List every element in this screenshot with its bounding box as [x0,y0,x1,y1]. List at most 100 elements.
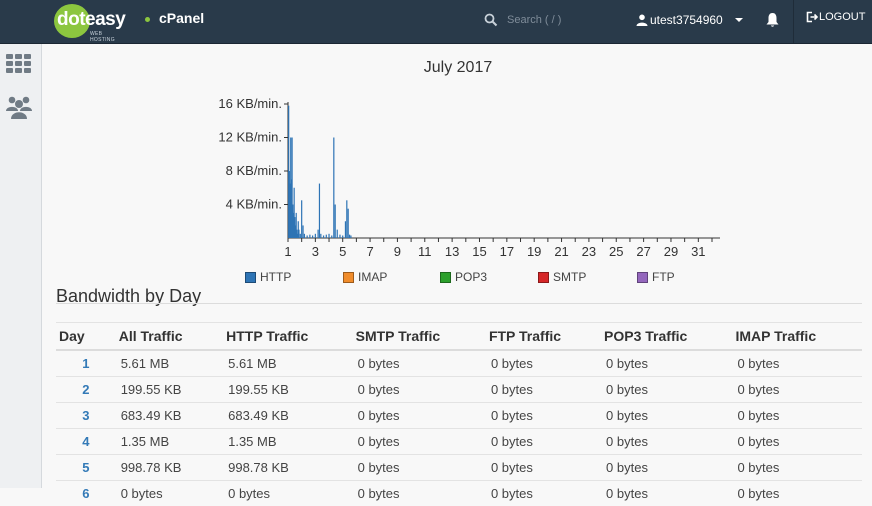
legend-swatch [637,272,648,283]
chart-bar [301,200,302,238]
x-tick-label: 27 [636,244,650,259]
table-cell: 1.35 MB [116,429,223,455]
table-cell: 0 bytes [353,429,486,455]
legend-swatch [245,272,256,283]
logout-button[interactable]: LOGOUT [806,11,865,23]
table-cell: 0 bytes [601,377,732,403]
grid-icon[interactable] [5,53,33,77]
x-tick-label: 23 [582,244,596,259]
table-cell: 0 bytes [486,350,601,377]
chart-bar [350,235,351,238]
table-cell: 0 bytes [353,403,486,429]
legend-item-smtp: SMTP [538,270,586,284]
search-icon[interactable] [484,13,498,27]
chevron-down-icon [735,18,743,22]
chart-bar [331,235,332,238]
logo-subtitle: WEB HOSTING [90,31,120,43]
x-tick-label: 31 [691,244,705,259]
legend-label: IMAP [358,270,387,284]
chart-bar [309,235,310,238]
x-tick-label: 11 [418,244,432,259]
table-cell: 0 bytes [601,455,732,481]
y-tick-label: 12 KB/min. [218,130,282,145]
x-tick-label: 21 [554,244,568,259]
chart-bar [298,230,299,238]
legend-label: HTTP [260,270,291,284]
table-cell: 0 bytes [116,481,223,506]
logo-text-easy: easy [85,9,125,31]
table-cell: 0 bytes [732,429,862,455]
table-cell: 5.61 MB [223,350,353,377]
chart-bar [300,234,301,238]
table-cell: 683.49 KB [223,403,353,429]
column-header: FTP Traffic [486,323,601,351]
legend-swatch [440,272,451,283]
app-name[interactable]: cPanel [159,10,204,26]
legend-item-imap: IMAP [343,270,387,284]
x-tick-label: 25 [609,244,623,259]
table-cell: 0 bytes [732,481,862,506]
y-tick-label: 16 KB/min. [218,96,282,111]
chart-bar [333,138,334,239]
table-cell: 0 bytes [732,403,862,429]
day-link[interactable]: 2 [56,377,116,403]
table-cell: 0 bytes [732,455,862,481]
x-tick-label: 9 [394,244,401,259]
table-cell: 0 bytes [732,350,862,377]
day-link[interactable]: 3 [56,403,116,429]
bell-icon[interactable] [765,12,780,28]
chart-bar [349,235,350,238]
user-menu[interactable]: utest3754960 [636,10,743,30]
app-separator-dot [145,17,150,22]
chart-bar [302,225,303,238]
chart-bar [326,235,327,238]
x-tick-label: 15 [472,244,486,259]
table-cell: 0 bytes [601,481,732,506]
x-tick-label: 7 [366,244,373,259]
day-link[interactable]: 4 [56,429,116,455]
legend-label: SMTP [553,270,586,284]
sidebar [0,44,42,488]
x-tick-label: 1 [284,244,291,259]
y-tick-label: 8 KB/min. [226,163,282,178]
dot-easy-logo[interactable]: dot easy WEB HOSTING [54,4,120,38]
y-tick-label: 4 KB/min. [226,197,282,212]
table-cell: 0 bytes [353,481,486,506]
table-cell: 5.61 MB [116,350,223,377]
x-tick-label: 13 [445,244,459,259]
x-tick-label: 29 [664,244,678,259]
logout-label: LOGOUT [819,11,865,23]
chart-bar [335,205,336,239]
table-cell: 0 bytes [353,455,486,481]
chart-bar [323,235,324,238]
search-input[interactable] [505,10,619,30]
day-link[interactable]: 1 [56,350,116,377]
table-cell: 1.35 MB [223,429,353,455]
x-tick-label: 19 [527,244,541,259]
header-divider [793,0,794,43]
table-cell: 0 bytes [486,377,601,403]
chart-bar [320,234,321,238]
table-cell: 0 bytes [353,350,486,377]
table-cell: 0 bytes [601,350,732,377]
chart-bar [345,221,346,238]
x-tick-label: 5 [339,244,346,259]
table-cell: 0 bytes [223,481,353,506]
legend-swatch [343,272,354,283]
column-header: All Traffic [116,323,223,351]
column-header: IMAP Traffic [732,323,862,351]
users-icon[interactable] [5,95,33,119]
user-icon [636,14,648,26]
column-header: HTTP Traffic [223,323,353,351]
day-link[interactable]: 6 [56,481,116,506]
chart-bar [312,235,313,238]
table-cell: 0 bytes [486,455,601,481]
day-link[interactable]: 5 [56,455,116,481]
chart-bar [339,235,340,238]
x-tick-label: 3 [312,244,319,259]
